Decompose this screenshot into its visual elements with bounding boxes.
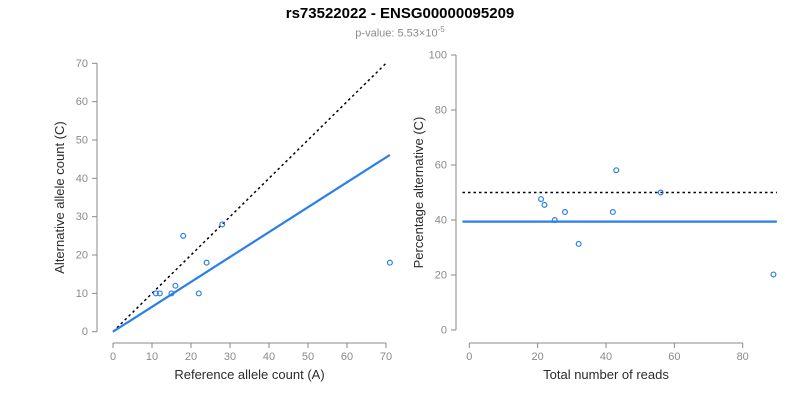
x-tick-label: 0 bbox=[466, 351, 472, 363]
data-point bbox=[575, 240, 582, 247]
data-point bbox=[195, 290, 202, 297]
data-point bbox=[168, 290, 175, 297]
y-tick-label: 60 bbox=[435, 160, 447, 172]
pvalue-value: 5.53×10 bbox=[397, 27, 438, 40]
y-tick-label: 100 bbox=[429, 50, 447, 62]
data-point bbox=[613, 167, 620, 174]
pvalue-subtitle: p-value: 5.53×10-5 bbox=[0, 25, 800, 40]
x-tick-label: 60 bbox=[341, 351, 353, 363]
data-point bbox=[538, 196, 545, 203]
page-title: rs73522022 - ENSG00000095209 bbox=[285, 5, 515, 22]
data-point bbox=[551, 217, 558, 224]
data-point bbox=[609, 209, 616, 216]
data-point bbox=[657, 189, 664, 196]
data-point bbox=[541, 201, 548, 208]
right-scatter-panel: 0 20 40 60 80 100 0 20 40 60 80 bbox=[429, 50, 777, 363]
pvalue-exponent: -5 bbox=[437, 25, 445, 34]
data-point bbox=[203, 259, 210, 266]
x-tick-label: 40 bbox=[263, 351, 275, 363]
x-tick-label: 10 bbox=[146, 351, 158, 363]
y-tick-label: 30 bbox=[76, 211, 88, 223]
left-scatter-panel: 0 10 20 30 40 50 60 70 0 10 20 30 40 50 60 70 bbox=[76, 58, 393, 363]
y-tick-label: 40 bbox=[435, 215, 447, 227]
right-y-axis-title: Percentage alternative (C) bbox=[411, 117, 426, 269]
y-tick-label: 70 bbox=[76, 58, 88, 70]
left-x-axis-title: Reference allele count (A) bbox=[174, 367, 324, 382]
x-tick-label: 20 bbox=[185, 351, 197, 363]
x-tick-label: 70 bbox=[380, 351, 392, 363]
x-tick-label: 50 bbox=[302, 351, 314, 363]
y-tick-label: 80 bbox=[435, 105, 447, 117]
data-point bbox=[561, 209, 568, 216]
identity-line-y-equals-x bbox=[112, 62, 387, 333]
y-tick-label: 50 bbox=[76, 134, 88, 146]
y-tick-label: 60 bbox=[76, 96, 88, 108]
x-tick-label: 20 bbox=[532, 351, 544, 363]
expected-allelic-ratio-line bbox=[112, 154, 391, 333]
data-point bbox=[172, 282, 179, 289]
y-tick-label: 10 bbox=[76, 288, 88, 300]
pvalue-label: p-value: bbox=[355, 27, 398, 40]
left-y-axis-title: Alternative allele count (C) bbox=[52, 121, 67, 273]
x-tick-label: 30 bbox=[224, 351, 236, 363]
data-point bbox=[386, 259, 393, 266]
y-tick-label: 20 bbox=[76, 250, 88, 262]
x-tick-label: 80 bbox=[737, 351, 749, 363]
y-tick-label: 40 bbox=[76, 173, 88, 185]
right-x-axis-title: Total number of reads bbox=[543, 367, 669, 382]
x-tick-label: 60 bbox=[668, 351, 680, 363]
y-tick-label: 0 bbox=[82, 326, 88, 338]
data-point bbox=[152, 290, 159, 297]
data-point bbox=[219, 221, 226, 228]
x-tick-label: 40 bbox=[600, 351, 612, 363]
data-point bbox=[156, 290, 163, 297]
y-tick-label: 20 bbox=[435, 270, 447, 282]
data-point bbox=[770, 271, 777, 278]
y-tick-label: 0 bbox=[441, 325, 447, 337]
x-tick-label: 0 bbox=[110, 351, 116, 363]
data-point bbox=[180, 232, 187, 239]
